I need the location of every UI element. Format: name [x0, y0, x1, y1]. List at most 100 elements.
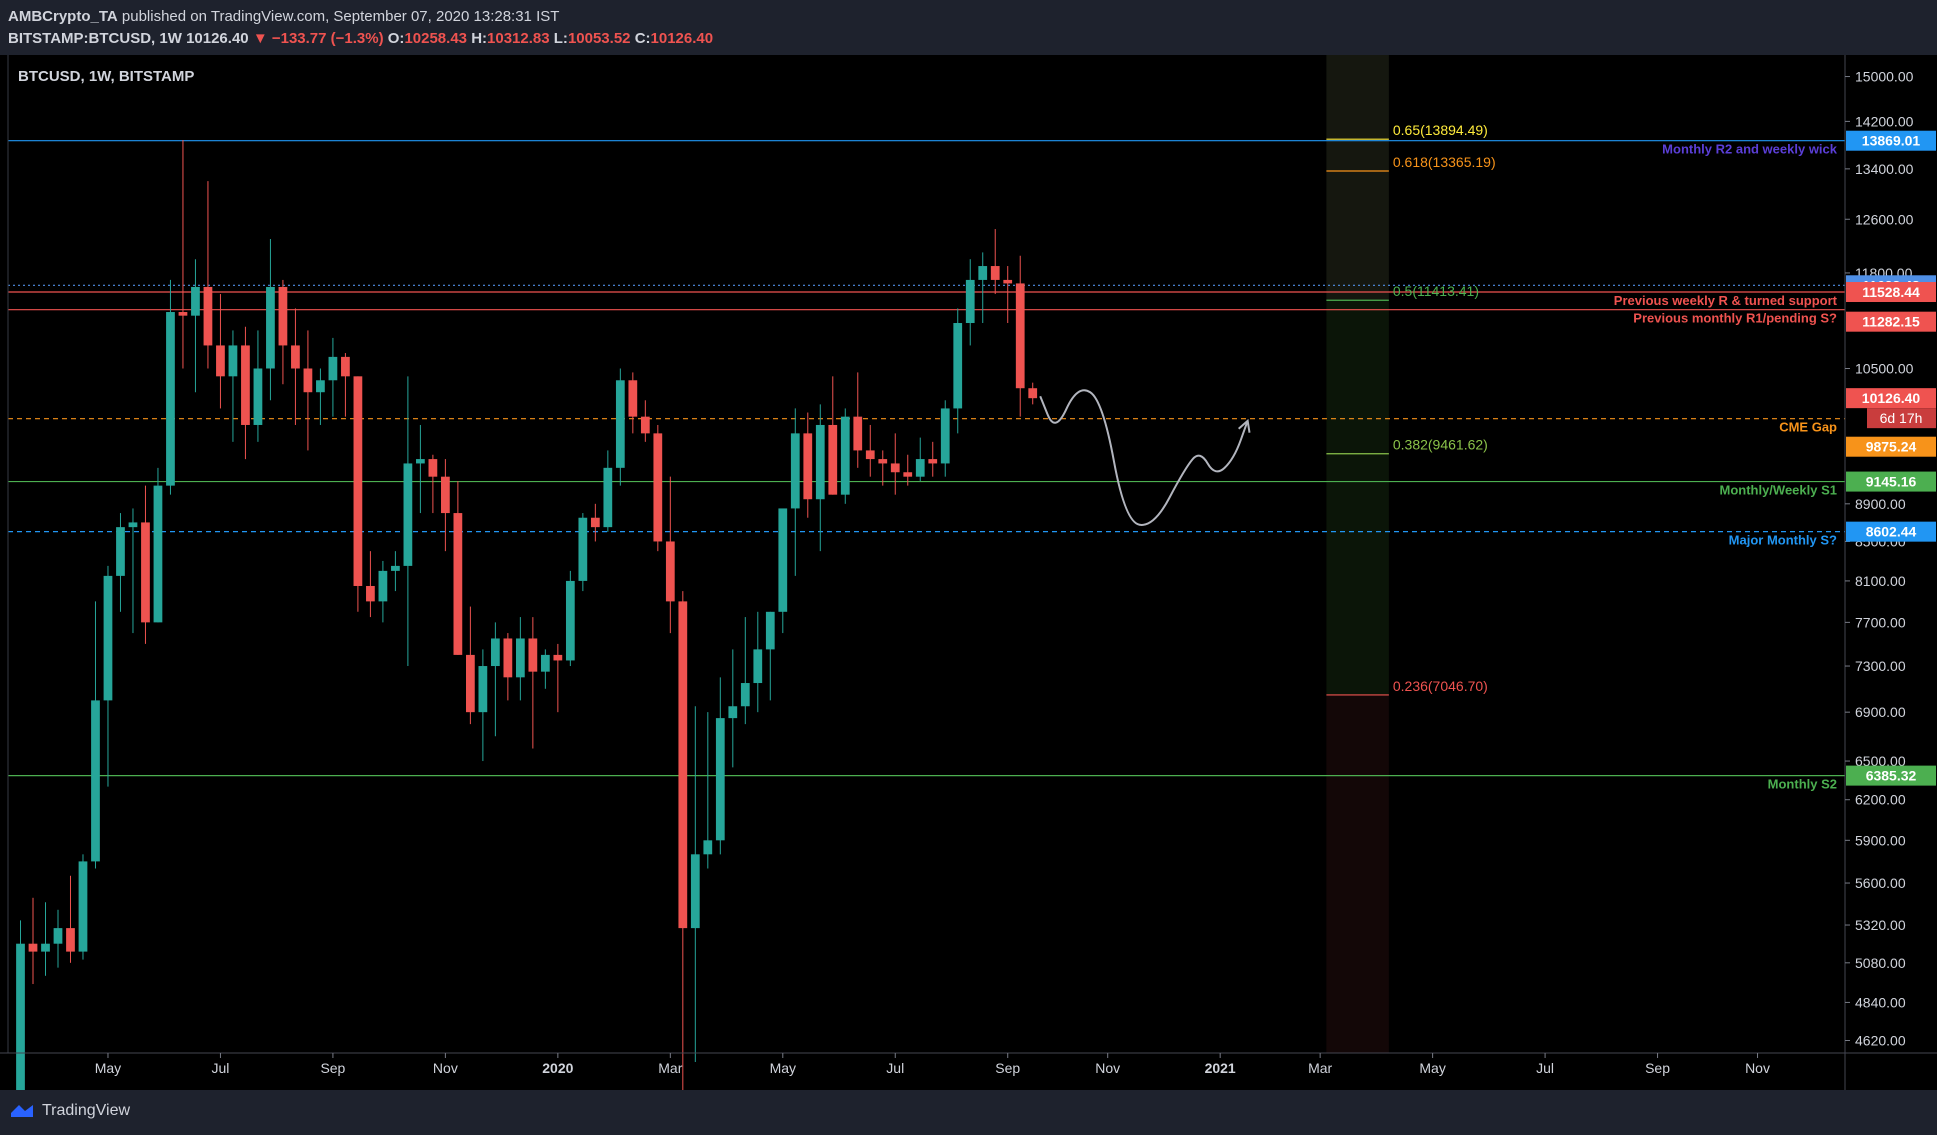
- price-chart[interactable]: 0.65(13894.49) 0.618(13365.19) 0.5(11413.4…: [0, 55, 1937, 1090]
- x-tick-label: Sep: [995, 1060, 1020, 1076]
- price-tag-bg: [1846, 521, 1936, 542]
- candle-body: [690, 854, 700, 929]
- x-tick-label: 2020: [542, 1060, 573, 1076]
- x-tick-label: May: [770, 1060, 796, 1076]
- price-axis[interactable]: 4620.00 4840.00 5080.00 5320.00 5600.00 5900.…: [1845, 69, 1914, 1049]
- x-tick-label: May: [1419, 1060, 1445, 1076]
- y-tick-label: 4620.00: [1855, 1033, 1906, 1049]
- fib-label: 0.382(9461.62): [1393, 437, 1488, 453]
- candle-body: [490, 638, 500, 667]
- candle-body: [803, 433, 813, 500]
- high-value: 10312.83: [487, 30, 550, 47]
- candle-body: [328, 356, 338, 381]
- level-label: Monthly/Weekly S1: [1719, 483, 1837, 498]
- price-tag-bg: [1846, 282, 1936, 303]
- candle-body: [578, 517, 588, 581]
- footer: TradingView: [0, 1090, 1937, 1135]
- candle-body: [628, 380, 638, 417]
- candle-body: [928, 459, 938, 464]
- y-tick-label: 10500.00: [1855, 360, 1914, 376]
- x-tick-label: Jul: [1536, 1060, 1554, 1076]
- low-label: L:: [553, 30, 568, 47]
- candle-body: [815, 424, 825, 500]
- price-tag-label: 13869.01: [1862, 133, 1921, 149]
- candle-body: [765, 611, 775, 650]
- close-label: C:: [634, 30, 651, 47]
- fib-label: 0.65(13894.49): [1393, 122, 1488, 138]
- candles: [16, 140, 1038, 1090]
- candle-body: [778, 508, 788, 612]
- candle-body: [441, 476, 450, 514]
- candle-body: [740, 683, 750, 707]
- last-price: 10126.40: [186, 30, 249, 47]
- y-tick-label: 8100.00: [1855, 573, 1906, 589]
- price-tag-label: 11528.44: [1862, 284, 1920, 300]
- open-value: 10258.43: [404, 30, 468, 47]
- price-tag-bg: [1846, 471, 1936, 492]
- candle-body: [203, 286, 213, 346]
- candle-body: [878, 459, 888, 464]
- candle-body: [303, 368, 313, 393]
- x-tick-label: Sep: [320, 1060, 345, 1076]
- x-tick-label: May: [95, 1060, 121, 1076]
- candle-body: [353, 376, 363, 586]
- tradingview-logo-icon: [11, 1105, 33, 1117]
- high-label: H:: [471, 30, 488, 47]
- low-value: 10053.52: [567, 30, 631, 47]
- time-axis[interactable]: May Jul Sep Nov 2020 Mar May Jul Sep Nov 2021 Mar Ma…: [95, 1053, 1770, 1076]
- candle-body: [715, 718, 725, 841]
- candle-body: [753, 649, 763, 684]
- candle-body: [1028, 388, 1038, 399]
- price-tag-bg: [1846, 130, 1936, 151]
- projection-arrowhead: [1238, 418, 1251, 433]
- candle-body: [653, 433, 663, 542]
- price-tags: 13869.0111623.4811528.4411282.159875.249…: [1846, 130, 1936, 786]
- close-value: 10126.40: [650, 30, 714, 47]
- candle-body: [241, 345, 250, 425]
- x-tick-label: Jul: [211, 1060, 229, 1076]
- candle-body: [590, 517, 600, 528]
- candle-body: [278, 286, 288, 346]
- candle-body: [540, 654, 550, 672]
- tradingview-logo[interactable]: TradingView: [10, 1102, 130, 1120]
- candle-body: [940, 408, 950, 464]
- chart-header: AMBCrypto_TA published on TradingView.co…: [0, 0, 1937, 55]
- y-tick-label: 6900.00: [1855, 704, 1906, 720]
- candle-body: [565, 580, 575, 661]
- y-tick-label: 12600.00: [1855, 211, 1914, 227]
- chart-title: BTCUSD, 1W, BITSTAMP: [18, 68, 194, 85]
- candle-body: [665, 541, 675, 602]
- candle-body: [291, 345, 300, 369]
- level-label: Monthly R2 and weekly wick: [1662, 142, 1838, 157]
- candle-body: [790, 433, 800, 509]
- fib-label: 0.5(11413.41): [1393, 283, 1479, 299]
- candle-body: [853, 416, 863, 451]
- candle-body: [103, 575, 113, 701]
- x-tick-label: Sep: [1645, 1060, 1670, 1076]
- y-tick-label: 5320.00: [1855, 917, 1906, 933]
- candle-body: [840, 416, 850, 495]
- y-tick-label: 7300.00: [1855, 658, 1906, 674]
- candle-body: [416, 459, 425, 464]
- candle-body: [66, 928, 75, 952]
- x-tick-label: Nov: [1745, 1060, 1770, 1076]
- candle-body: [366, 585, 375, 602]
- price-tag-label: 9875.24: [1866, 439, 1917, 455]
- y-tick-label: 5080.00: [1855, 955, 1906, 971]
- candle-body: [678, 601, 688, 929]
- x-tick-label: 2021: [1205, 1060, 1236, 1076]
- candle-body: [116, 527, 125, 576]
- candle-body: [78, 861, 88, 952]
- candle-body: [553, 654, 563, 661]
- publisher-name[interactable]: AMBCrypto_TA: [8, 8, 118, 25]
- candle-body: [903, 472, 913, 477]
- candle-body: [640, 416, 650, 434]
- price-tag-label: 6385.32: [1866, 768, 1917, 784]
- x-tick-label: Nov: [1095, 1060, 1120, 1076]
- level-label: Previous weekly R & turned support: [1614, 293, 1838, 308]
- y-tick-label: 4840.00: [1855, 994, 1906, 1010]
- candle-body: [228, 345, 238, 377]
- candle-body: [41, 943, 50, 952]
- countdown-label: 6d 17h: [1880, 410, 1923, 426]
- candle-body: [391, 565, 400, 571]
